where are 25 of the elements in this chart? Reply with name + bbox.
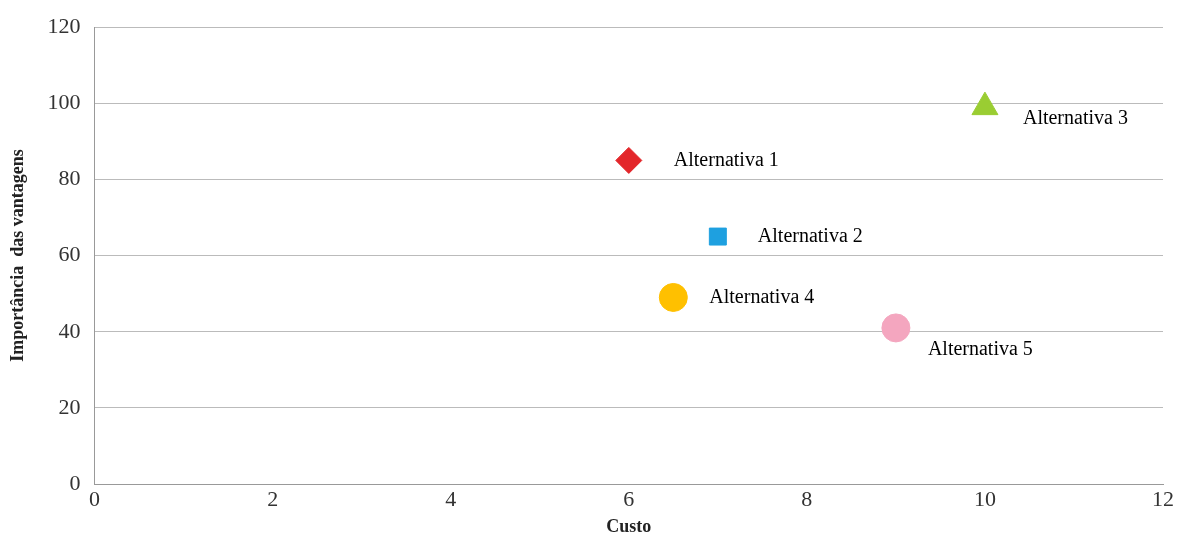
series-label: Alternativa 1 xyxy=(673,147,779,170)
y-axis-title: Importância das vantagens xyxy=(7,149,28,362)
x-tick-label: 2 xyxy=(267,485,279,511)
y-tick-label: 80 xyxy=(58,165,81,191)
point xyxy=(658,282,688,312)
x-tick-label: 6 xyxy=(623,485,635,511)
y-tick-label: 120 xyxy=(47,12,81,38)
point xyxy=(615,146,643,174)
x-tick-label: 10 xyxy=(973,485,996,511)
y-tick-label: 100 xyxy=(47,89,81,115)
y-tick-label: 60 xyxy=(58,241,81,267)
point xyxy=(881,313,911,343)
y-tick-label: 0 xyxy=(69,469,81,495)
point xyxy=(708,227,727,246)
x-tick-label: 8 xyxy=(801,485,813,511)
series-label: Alternativa 2 xyxy=(757,223,863,246)
series-label: Alternativa 4 xyxy=(709,284,815,307)
series-label: Alternativa 3 xyxy=(1022,106,1128,129)
y-tick-label: 20 xyxy=(58,393,81,419)
y-tick-label: 40 xyxy=(58,317,81,343)
x-axis-title: Custo xyxy=(606,515,652,536)
x-tick-label: 12 xyxy=(1152,485,1174,511)
x-tick-label: 4 xyxy=(445,485,457,511)
series-label: Alternativa 5 xyxy=(927,337,1033,360)
x-tick-label: 0 xyxy=(89,485,101,511)
